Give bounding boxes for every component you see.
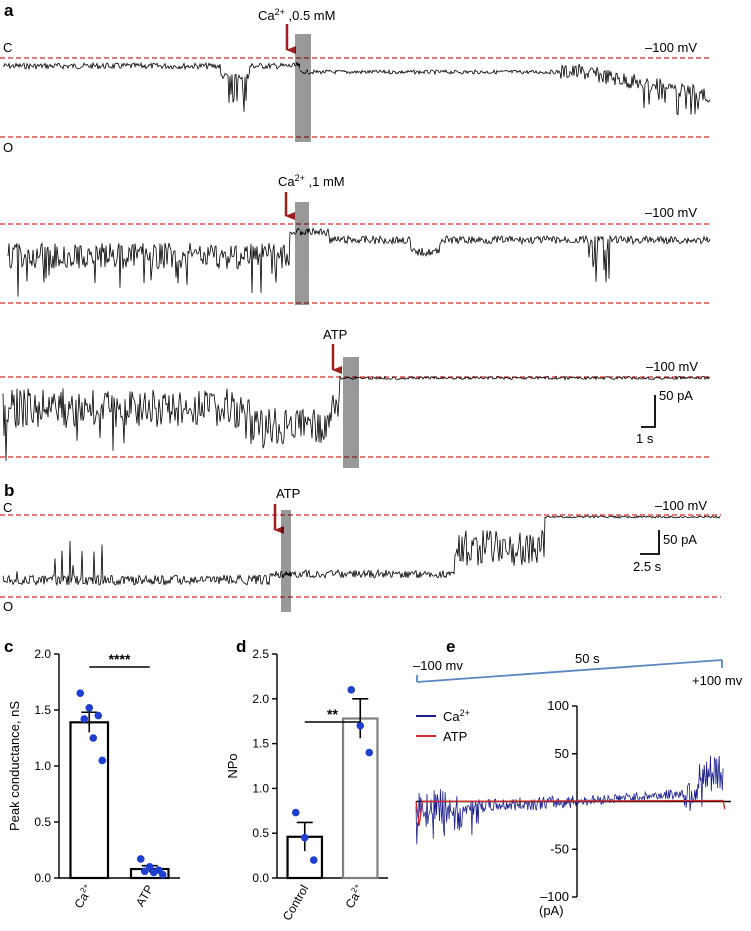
y-tick-label: 2.0 <box>252 692 269 706</box>
current-trace-b <box>2 510 721 612</box>
y-tick-label: 1.0 <box>34 759 51 773</box>
current-trace-a2 <box>7 202 711 305</box>
bar-chart-d: 0.0 0.5 1.0 1.5 2.0 2.5 NPo Control Ca2+ ** <box>225 647 388 923</box>
panel-a-label: a <box>4 1 14 20</box>
panel-e-label: e <box>446 637 455 656</box>
bar <box>341 717 379 880</box>
data-point <box>76 689 85 697</box>
arrow-label-a1: Ca2+ ,0.5 mM <box>258 7 335 23</box>
data-point <box>145 863 154 871</box>
scale-bar-a <box>641 395 656 428</box>
legend: Ca2+ ATP <box>416 708 470 744</box>
closed-label-b: C <box>3 500 12 515</box>
scale-current-b: 50 pA <box>663 532 697 547</box>
data-point <box>365 748 374 757</box>
trace-a3-group: –100 mV ATP 50 pA 1 s <box>0 327 711 468</box>
voltage-label-a1: –100 mV <box>645 40 697 55</box>
unit-label-e: (pA) <box>539 903 564 918</box>
data-point <box>300 833 309 842</box>
data-point <box>356 721 365 730</box>
data-point <box>347 686 356 694</box>
arrow-label-b: ATP <box>276 486 300 501</box>
y-tick-label: 1.0 <box>252 781 269 795</box>
open-label-a1: O <box>3 140 13 155</box>
ramp-duration-label: 50 s <box>575 651 600 666</box>
data-point <box>309 856 318 864</box>
data-point <box>291 808 300 817</box>
significance-label: ** <box>327 706 338 722</box>
data-point <box>94 711 103 720</box>
ramp-end-label: +100 mv <box>692 673 743 688</box>
y-tick-label: 0.5 <box>252 826 269 840</box>
y-tick-label: -50 <box>550 841 569 856</box>
voltage-label-a3: –100 mV <box>646 359 698 374</box>
arrow-label-a2: Ca2+ ,1 mM <box>278 173 345 189</box>
scale-current-a: 50 pA <box>659 388 693 403</box>
scale-bar-b <box>640 530 660 555</box>
current-trace-a1 <box>2 34 711 142</box>
data-point <box>98 756 107 765</box>
x-tick-label: ATP <box>133 883 156 909</box>
y-axis-label: NPo <box>225 753 240 778</box>
ramp-start-label: –100 mv <box>413 658 463 673</box>
y-tick-label: 2.0 <box>34 647 51 661</box>
scale-time-b: 2.5 s <box>633 559 662 574</box>
ramp-line <box>416 659 723 683</box>
panel-c-label: c <box>4 637 13 656</box>
iv-chart-e: 100 50 -50 –100 Ca2+ ATP <box>415 698 731 904</box>
data-point <box>89 734 98 742</box>
voltage-label-a2: –100 mV <box>645 205 697 220</box>
bar <box>69 721 110 880</box>
y-tick-label: 2.5 <box>252 647 269 661</box>
y-tick-label: 0.0 <box>252 871 269 885</box>
data-point <box>158 870 167 879</box>
panel-d-label: d <box>236 637 246 656</box>
data-point <box>149 868 158 877</box>
y-tick-label: 100 <box>547 698 569 713</box>
x-tick-label: Ca2+ <box>71 882 96 911</box>
current-trace-a3 <box>2 357 711 468</box>
legend-label: Ca2+ <box>443 708 470 724</box>
closed-label-a1: C <box>3 40 12 55</box>
arrow-label-a3: ATP <box>323 327 347 342</box>
data-point <box>80 715 89 723</box>
x-tick-label: Ca2+ <box>342 882 367 911</box>
x-tick-label: Control <box>280 883 311 924</box>
ramp-protocol: –100 mv 50 s +100 mv <box>413 651 743 688</box>
y-tick-label: –100 <box>540 889 569 904</box>
legend-label: ATP <box>443 729 467 744</box>
y-axis-label: Peak conductance, nS <box>7 701 22 831</box>
data-point <box>85 703 94 712</box>
data-point <box>136 855 145 863</box>
data-point <box>140 867 149 876</box>
trace-a1-group: C O –100 mV Ca2+ ,0.5 mM <box>0 7 711 155</box>
trace-a2-group: –100 mV Ca2+ ,1 mM <box>0 173 711 305</box>
atp-iv-trace <box>415 799 726 826</box>
y-tick-label: 0.5 <box>34 815 51 829</box>
voltage-label-b: –100 mV <box>655 498 707 513</box>
bar-chart-c: 0.0 0.5 1.0 1.5 2.0 Peak conductance, nS Ca2+ A… <box>7 647 180 911</box>
y-tick-label: 0.0 <box>34 871 51 885</box>
significance-label: **** <box>109 651 131 667</box>
y-tick-label: 1.5 <box>34 703 51 717</box>
open-label-b: O <box>3 599 13 614</box>
y-tick-label: 50 <box>555 746 569 761</box>
y-tick-label: 1.5 <box>252 737 269 751</box>
panel-b-label: b <box>4 481 14 500</box>
trace-b-group: C O –100 mV ATP 50 pA 2.5 s <box>0 486 721 614</box>
scale-time-a: 1 s <box>636 431 654 446</box>
ca-iv-trace <box>415 755 724 845</box>
